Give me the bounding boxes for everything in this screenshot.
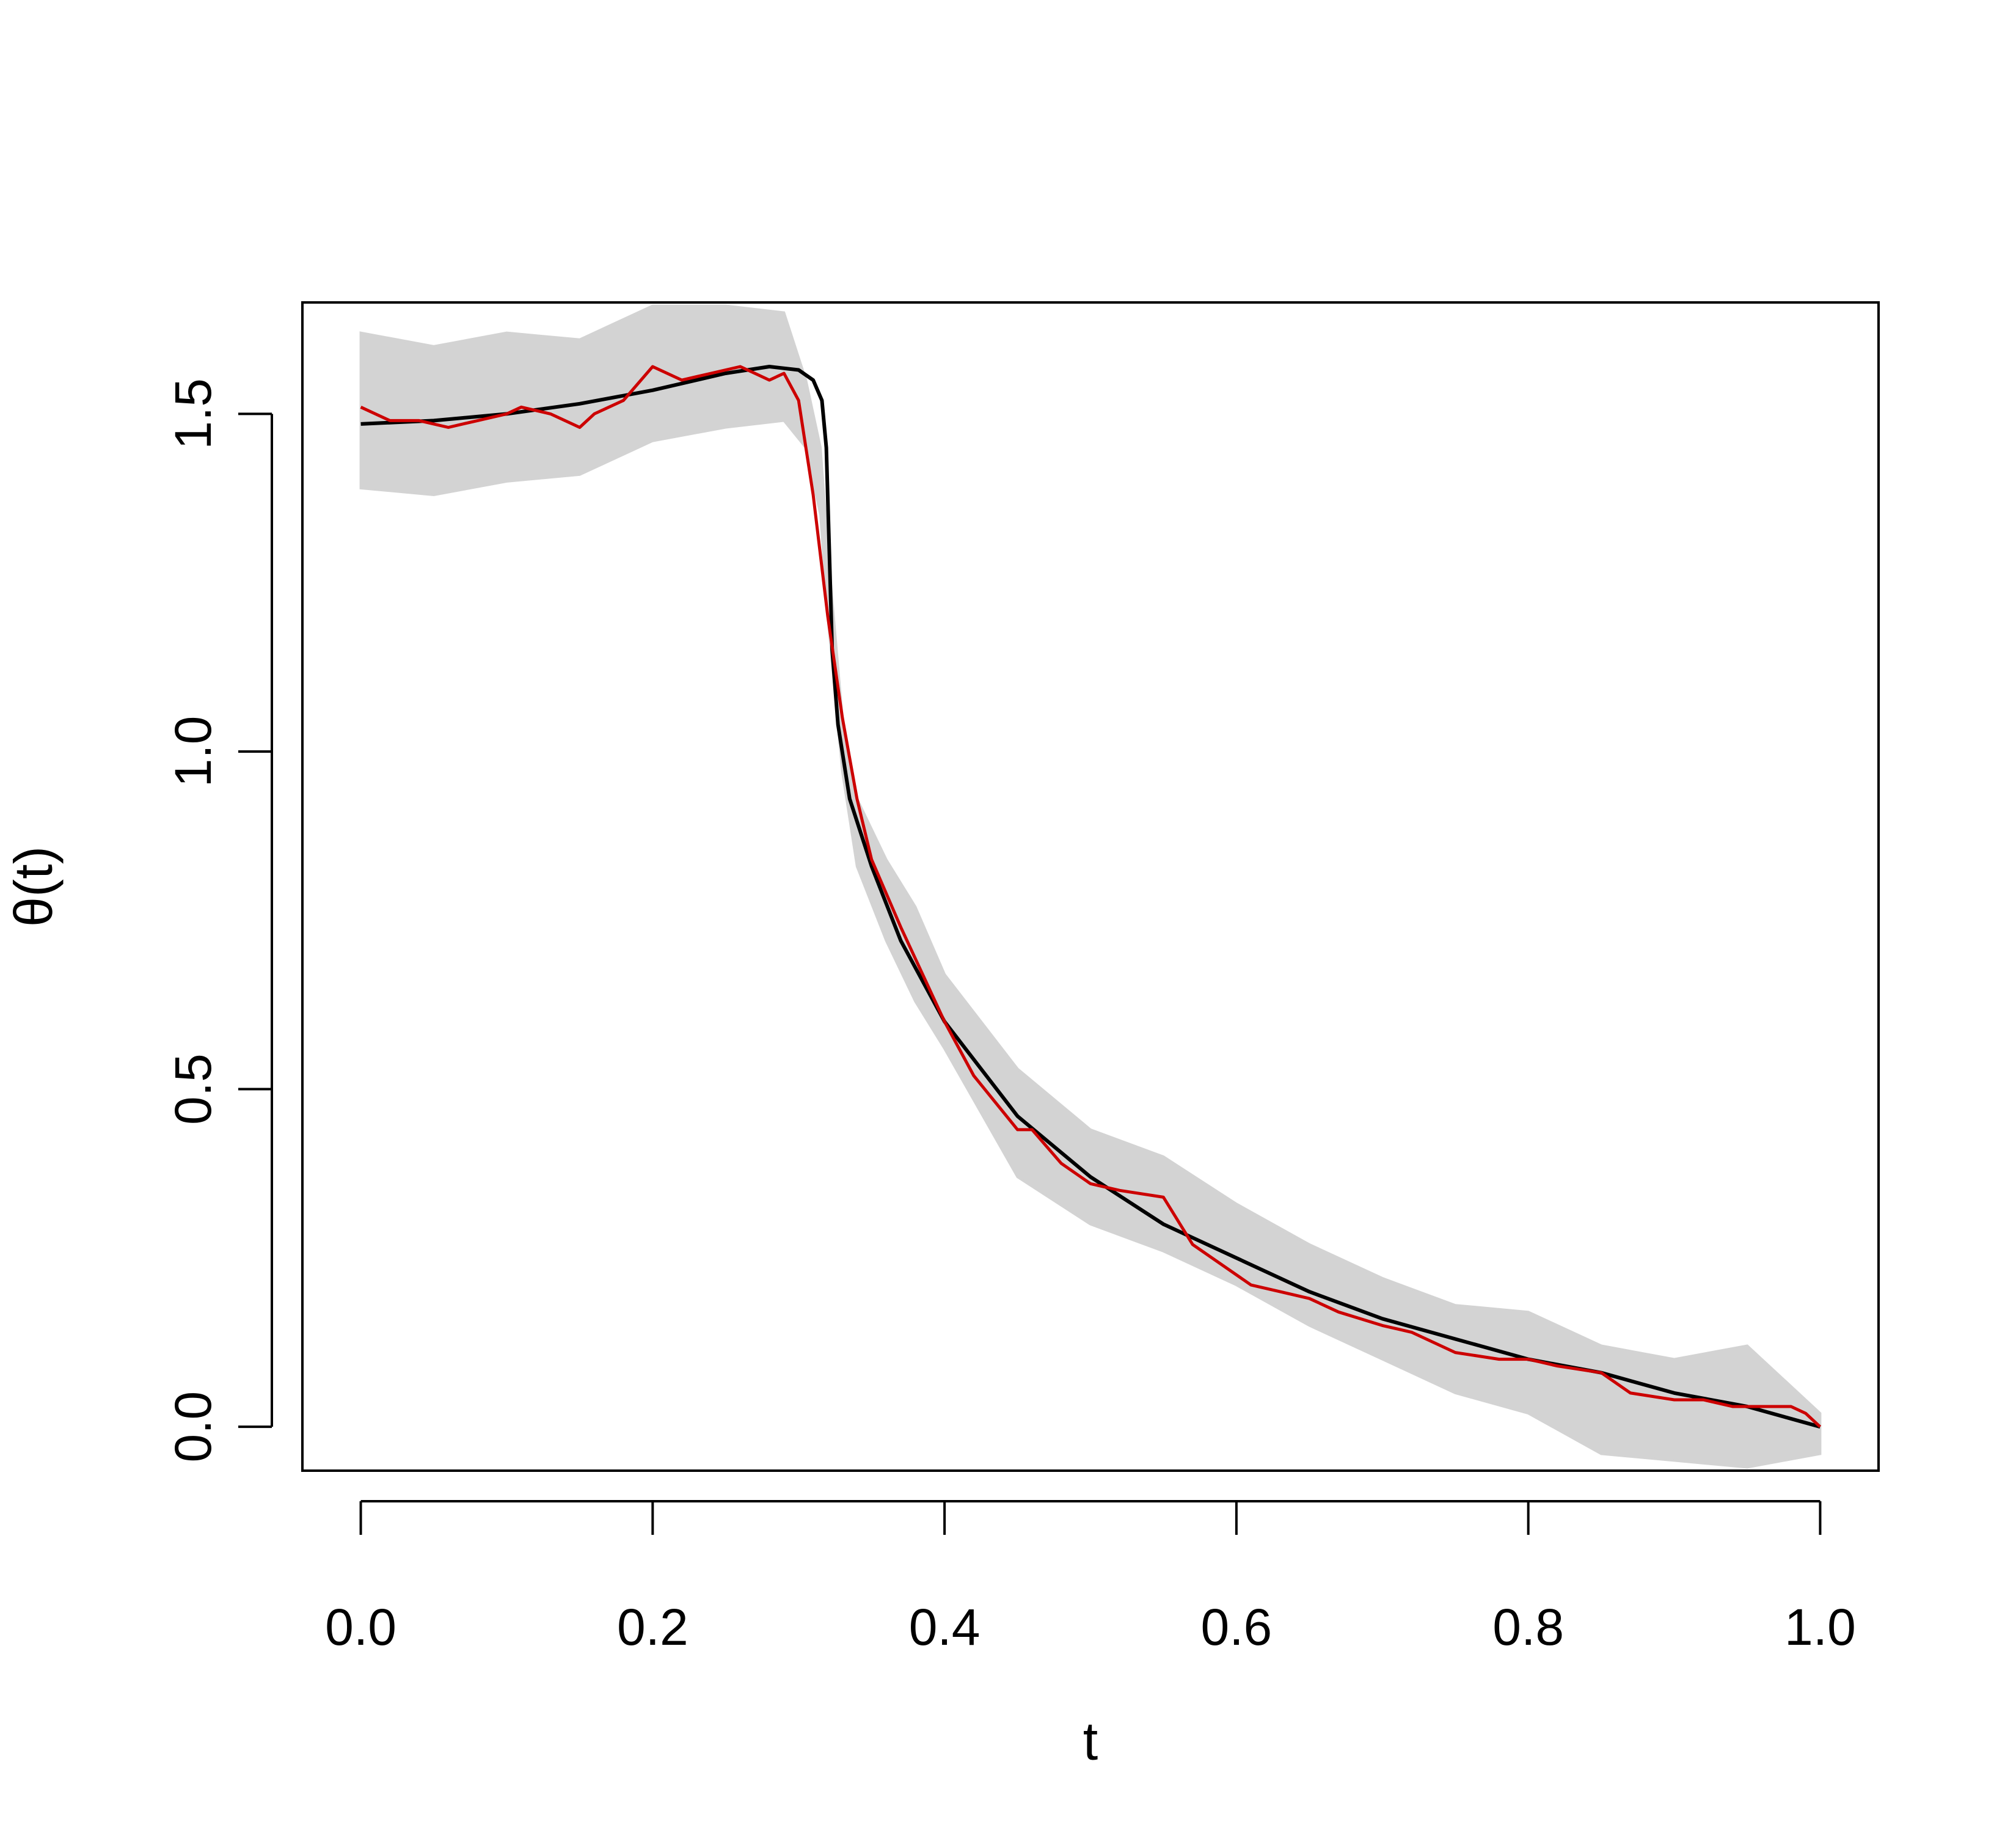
y-axis-title: θ(t) bbox=[3, 846, 64, 927]
y-tick-label: 1.0 bbox=[164, 716, 222, 788]
plot-frame bbox=[301, 301, 1880, 1472]
bootstrap-band bbox=[359, 304, 1822, 1469]
x-tick-label: 0.4 bbox=[909, 1598, 981, 1656]
x-tick-label: 0.8 bbox=[1492, 1598, 1564, 1656]
true-curve-line bbox=[360, 365, 1821, 1429]
y-tick-label: 1.5 bbox=[164, 378, 222, 450]
estimate-line bbox=[360, 365, 1822, 1429]
x-tick-label: 0.6 bbox=[1200, 1598, 1272, 1656]
line-layer bbox=[360, 365, 1822, 1429]
x-tick-label: 0.2 bbox=[617, 1598, 688, 1656]
y-axis: 0.0 0.5 1.0 1.5 bbox=[164, 378, 273, 1463]
x-axis: 0.0 0.2 0.4 0.6 0.8 1.0 bbox=[325, 1500, 1856, 1656]
y-tick-label: 0.5 bbox=[164, 1053, 222, 1125]
band-layer bbox=[359, 304, 1822, 1469]
x-axis-title: t bbox=[1083, 1711, 1098, 1771]
y-tick-label: 0.0 bbox=[164, 1391, 222, 1463]
x-tick-label: 0.0 bbox=[325, 1598, 396, 1656]
x-tick-label: 1.0 bbox=[1784, 1598, 1856, 1656]
